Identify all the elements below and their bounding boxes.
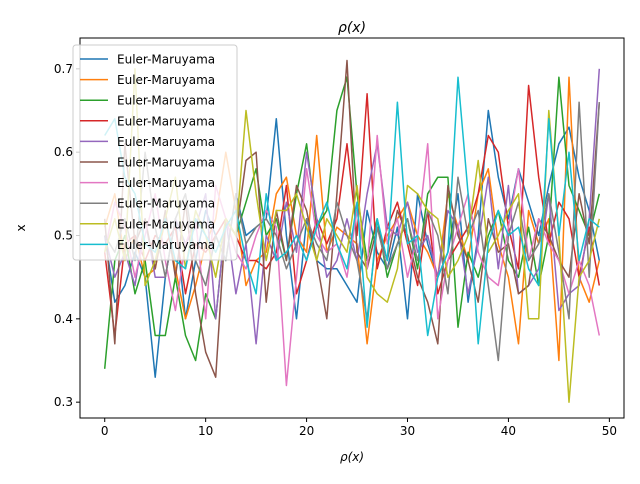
legend-label-8: Euler-Maruyama — [117, 197, 215, 211]
legend-box — [72, 44, 238, 261]
x-tick-label: 40 — [501, 424, 516, 438]
x-tick-label: 50 — [602, 424, 617, 438]
legend-label-7: Euler-Maruyama — [117, 176, 215, 190]
y-tick-label: 0.4 — [54, 312, 73, 326]
x-axis-label: ρ(x) — [340, 450, 364, 464]
legend: Euler-Maruyama Euler-Maruyama Euler-Maruya… — [72, 44, 238, 261]
legend-label-2: Euler-Maruyama — [117, 73, 215, 87]
series-line-4 — [103, 84, 601, 337]
y-axis: 0.3 0.4 0.5 0.6 0.7 — [54, 62, 80, 409]
y-axis-label: x — [14, 224, 28, 231]
legend-label-9: Euler-Maruyama — [117, 217, 215, 231]
y-tick-label: 0.5 — [54, 229, 73, 243]
legend-label-3: Euler-Maruyama — [117, 94, 215, 108]
legend-label-5: Euler-Maruyama — [117, 135, 215, 149]
legend-label-6: Euler-Maruyama — [117, 156, 215, 170]
y-tick-label: 0.7 — [54, 62, 73, 76]
x-tick-label: 30 — [400, 424, 415, 438]
legend-label-10: Euler-Maruyama — [117, 238, 215, 252]
legend-label-4: Euler-Maruyama — [117, 114, 215, 128]
y-tick-label: 0.6 — [54, 145, 73, 159]
x-axis: 0 10 20 30 40 50 — [101, 418, 617, 438]
x-tick-label: 0 — [101, 424, 109, 438]
y-tick-label: 0.3 — [54, 395, 73, 409]
chart-title: ρ(x) — [338, 20, 366, 36]
legend-label-1: Euler-Maruyama — [117, 53, 215, 67]
x-tick-label: 10 — [198, 424, 213, 438]
x-tick-label: 20 — [299, 424, 314, 438]
